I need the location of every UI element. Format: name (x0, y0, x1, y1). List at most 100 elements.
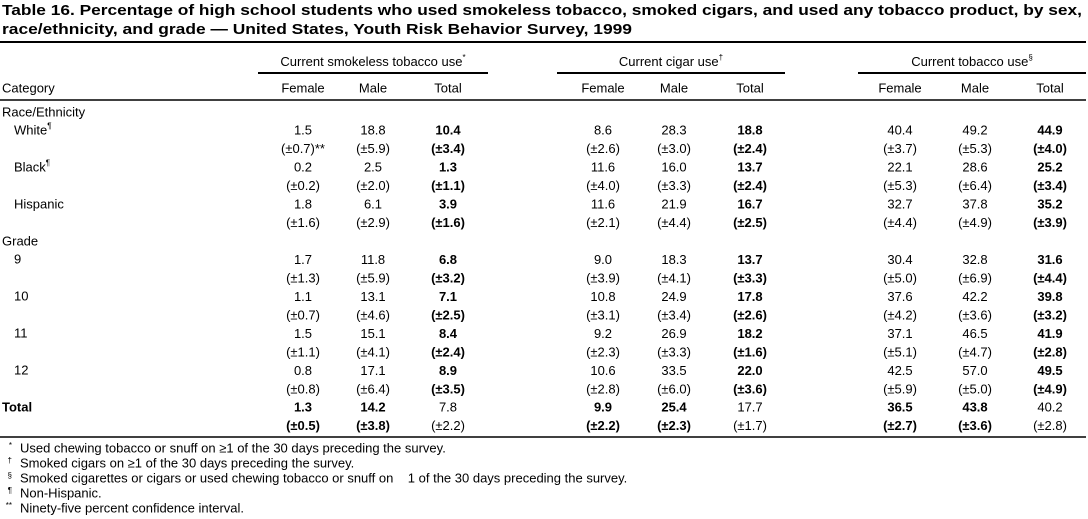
footnote-mark: * (9, 441, 12, 450)
cell-value: 1.5 (294, 123, 312, 138)
cell-ci: (±0.8) (286, 382, 320, 397)
cell-value: 17.8 (737, 289, 762, 304)
cell-value: 11.6 (591, 197, 615, 212)
column-header: Male (961, 80, 989, 95)
cell-value: 1.3 (294, 399, 312, 414)
cell-value: 1.8 (294, 197, 312, 212)
cell-value: 6.8 (439, 252, 457, 267)
cell-value: 9.0 (594, 252, 612, 267)
cell-ci: (±2.3) (586, 345, 620, 360)
cell-ci: (±2.4) (733, 141, 767, 156)
title: race/ethnicity, and grade — United State… (2, 21, 632, 38)
column-header: Total (736, 80, 764, 95)
footnote: Used chewing tobacco or snuff on ≥1 of t… (20, 440, 446, 455)
row-label: Hispanic (14, 197, 64, 212)
cell-ci: (±5.3) (958, 141, 992, 156)
section-label: Race/Ethnicity (2, 104, 86, 119)
cell-value: 0.8 (294, 363, 312, 378)
cell-value: 14.2 (360, 399, 385, 414)
cell-ci: (±2.6) (586, 141, 620, 156)
cell-value: 43.8 (962, 399, 987, 414)
cell-value: 9.9 (594, 399, 612, 414)
group-header: Current smokeless tobacco use* (280, 53, 465, 69)
cell-value: 18.8 (360, 123, 385, 138)
cell-value: 1.3 (439, 160, 457, 175)
cell-ci: (±5.9) (356, 271, 390, 286)
cell-ci: (±3.8) (356, 418, 390, 433)
cell-value: 41.9 (1037, 326, 1062, 341)
cell-ci: (±2.6) (733, 308, 767, 323)
cell-ci: (±4.1) (657, 271, 691, 286)
row-label-text: 11 (14, 326, 28, 341)
footnote-mark: ** (6, 501, 12, 510)
cell-value: 13.7 (737, 252, 762, 267)
cell-ci: (±5.9) (883, 382, 917, 397)
group-header: Current tobacco use§ (911, 53, 1033, 69)
cell-ci: (±5.0) (958, 382, 992, 397)
row-label-text: White (14, 123, 47, 138)
cell-value: 40.4 (887, 123, 912, 138)
group-header: Current cigar use† (619, 53, 723, 69)
cell-value: 13.7 (737, 160, 762, 175)
cell-value: 30.4 (887, 252, 912, 267)
cell-ci: (±2.3) (657, 418, 691, 433)
cell-ci: (±0.7) (286, 308, 320, 323)
cell-value: 18.2 (737, 326, 762, 341)
cell-ci: (±2.1) (586, 215, 620, 230)
cell-value: 7.1 (439, 289, 457, 304)
cell-ci: (±0.7)** (281, 141, 325, 156)
cell-value: 7.8 (439, 399, 457, 414)
superscript-mark: § (1028, 53, 1032, 62)
cell-value: 46.5 (962, 326, 987, 341)
cell-value: 32.7 (887, 197, 912, 212)
cell-value: 25.2 (1037, 160, 1062, 175)
cell-value: 36.5 (887, 399, 912, 414)
column-header: Female (581, 80, 624, 95)
cell-ci: (±3.4) (431, 141, 465, 156)
superscript-mark: ¶ (47, 121, 51, 130)
cell-value: 18.3 (661, 252, 686, 267)
cell-value: 1.5 (294, 326, 312, 341)
cell-ci: (±4.1) (356, 345, 390, 360)
cell-ci: (±2.5) (431, 308, 465, 323)
row-label: White¶ (14, 121, 52, 137)
cell-value: 28.3 (661, 123, 686, 138)
cell-ci: (±1.1) (431, 178, 465, 193)
cell-value: 11.6 (591, 160, 615, 175)
cell-value: 28.6 (962, 160, 987, 175)
cell-ci: (±4.0) (1033, 141, 1067, 156)
cell-value: 3.9 (439, 197, 457, 212)
cell-ci: (±3.5) (431, 382, 465, 397)
cell-ci: (±3.4) (657, 308, 691, 323)
row-label-text: 12 (14, 363, 28, 378)
cell-ci: (±4.9) (1033, 382, 1067, 397)
row-label-text: 10 (14, 289, 28, 304)
cell-ci: (±2.8) (1033, 345, 1067, 360)
cell-value: 35.2 (1037, 197, 1062, 212)
footnote-mark: § (8, 471, 12, 480)
row-label: 9 (14, 252, 21, 267)
cell-value: 16.0 (661, 160, 686, 175)
cell-ci: (±5.9) (356, 141, 390, 156)
cell-ci: (±3.2) (431, 271, 465, 286)
cell-value: 39.8 (1037, 289, 1062, 304)
cell-ci: (±3.3) (733, 271, 767, 286)
cell-ci: (±3.6) (958, 418, 992, 433)
cell-value: 33.5 (661, 363, 686, 378)
cell-ci: (±2.2) (586, 418, 620, 433)
cell-value: 22.0 (737, 363, 762, 378)
cell-ci: (±5.0) (883, 271, 917, 286)
cell-value: 21.9 (661, 197, 686, 212)
column-header: Total (434, 80, 462, 95)
superscript-mark: † (719, 53, 723, 62)
footnote-mark: ¶ (8, 486, 12, 495)
cell-ci: (±4.4) (657, 215, 691, 230)
cell-value: 2.5 (364, 160, 382, 175)
row-label: Black¶ (14, 158, 50, 174)
superscript-mark: * (462, 53, 465, 62)
column-header: Male (660, 80, 688, 95)
cell-ci: (±1.7) (733, 418, 767, 433)
section-label: Grade (2, 234, 38, 249)
cell-value: 17.7 (737, 399, 762, 414)
cell-ci: (±4.7) (958, 345, 992, 360)
